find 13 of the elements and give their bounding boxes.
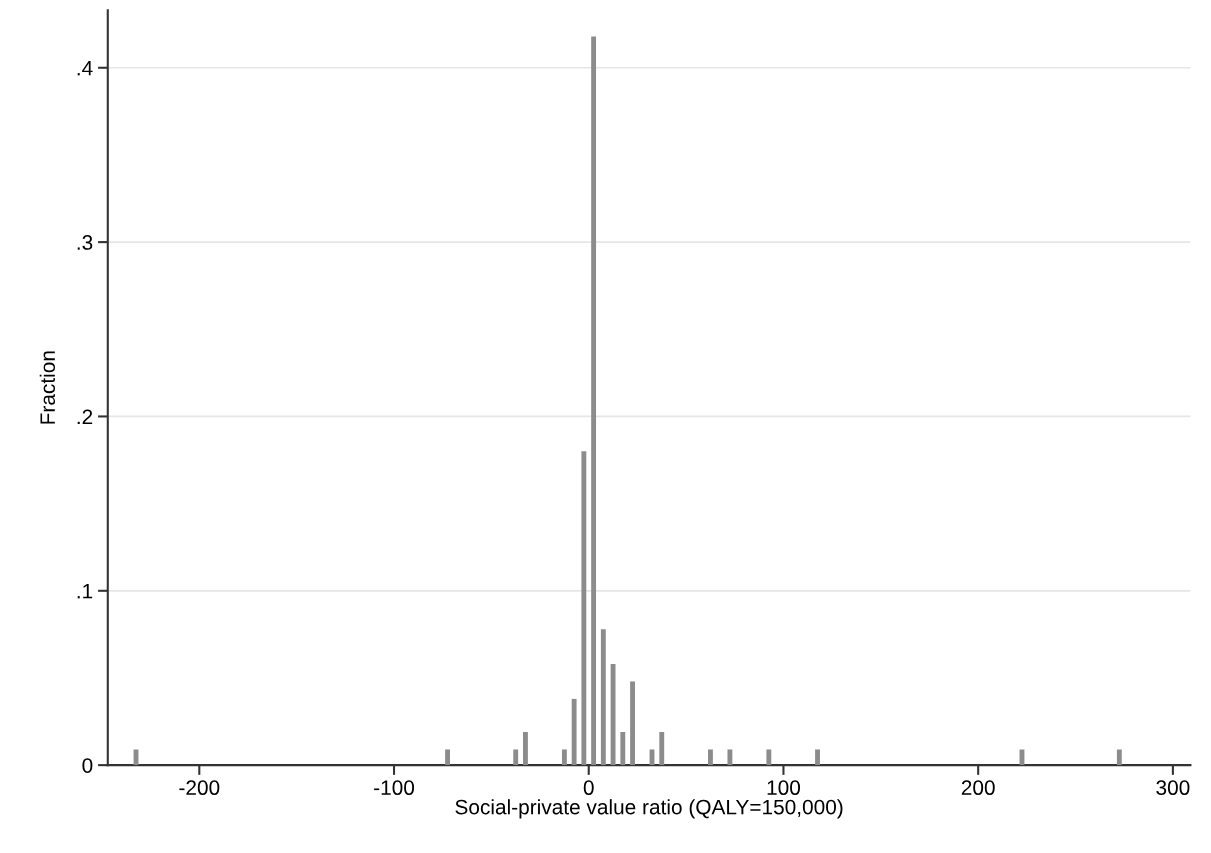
y-tick-label: 0 (82, 758, 93, 773)
y-tick-label: .4 (77, 60, 93, 76)
x-tick-label: 0 (583, 780, 594, 796)
y-tick-label: .2 (77, 409, 93, 424)
x-tick-label: -100 (374, 780, 415, 796)
y-tick-label: .3 (77, 235, 93, 250)
x-tick-label: 300 (1156, 780, 1190, 796)
x-tick-label: -200 (179, 780, 220, 796)
x-tick-label: 200 (961, 780, 995, 796)
y-tick-label: .1 (77, 584, 93, 599)
x-axis-title: Social-private value ratio (QALY=150,000) (455, 799, 843, 819)
y-axis-title: Fraction (39, 351, 56, 424)
x-tick-label: 100 (767, 780, 801, 796)
